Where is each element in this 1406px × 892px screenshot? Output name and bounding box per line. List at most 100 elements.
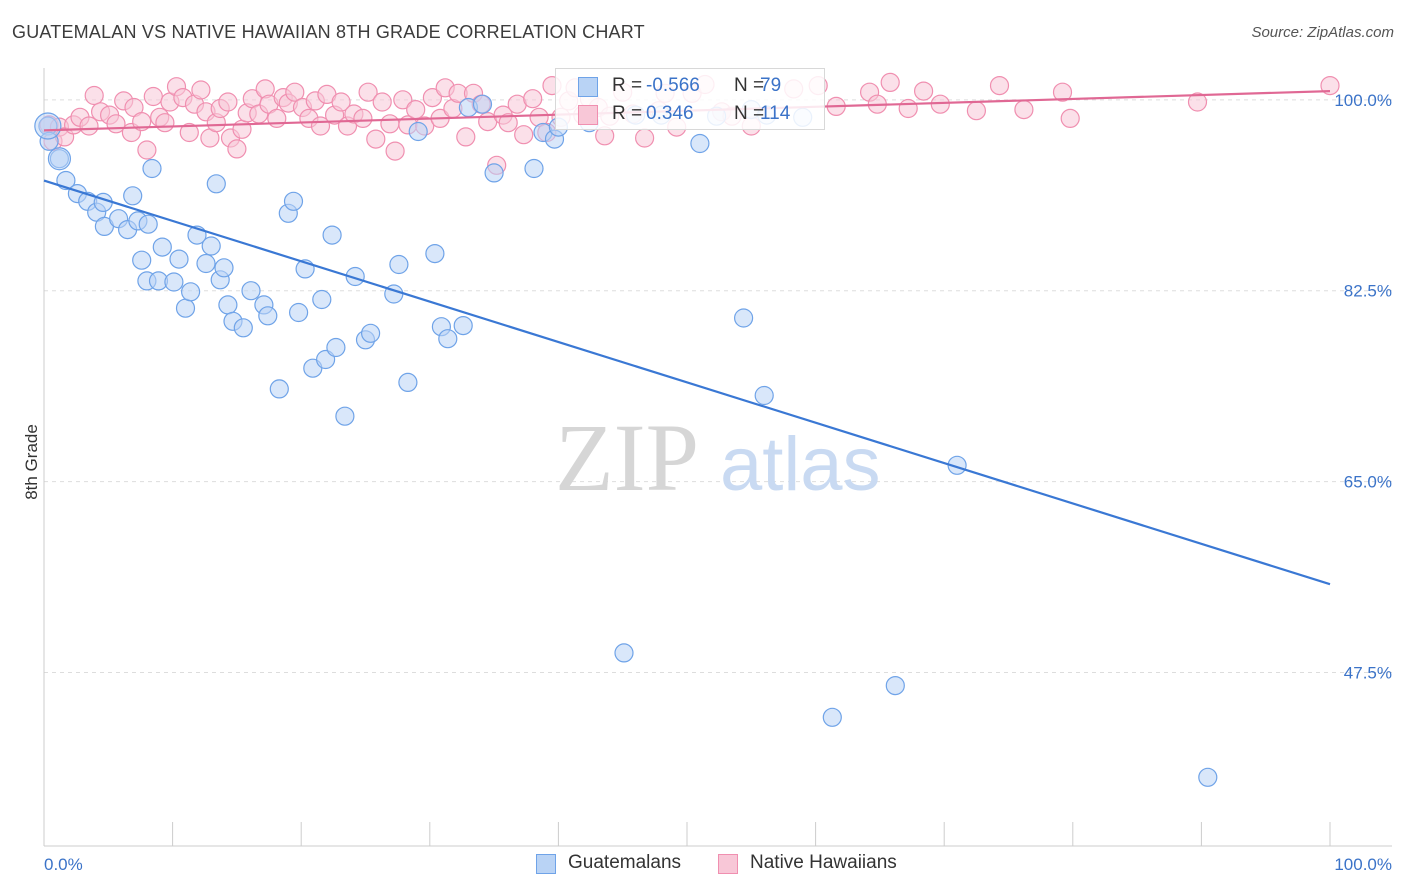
axes bbox=[43, 68, 1392, 847]
series-native-hawaiians bbox=[39, 72, 1340, 175]
point-native-hawaiians-110 bbox=[1052, 82, 1073, 102]
point-native-hawaiians-7 bbox=[84, 85, 104, 106]
y-tick-label-0: 47.5% bbox=[1344, 664, 1392, 683]
point-guatemalans-21 bbox=[175, 298, 196, 318]
point-native-hawaiians-111 bbox=[1060, 108, 1080, 129]
point-native-hawaiians-107 bbox=[966, 101, 987, 121]
stats-row-guatemalans: R = -0.566 N = 79 bbox=[556, 71, 824, 101]
point-native-hawaiians-56 bbox=[385, 141, 405, 161]
point-native-hawaiians-105 bbox=[913, 81, 934, 101]
trend-line-guatemalans bbox=[43, 179, 1331, 586]
point-native-hawaiians-53 bbox=[366, 129, 386, 149]
tick-labels: 47.5% 65.0% 82.5% 100.0% 0.0% 100.0% bbox=[44, 91, 1392, 874]
point-guatemalans-41 bbox=[312, 289, 332, 310]
point-guatemalans-55 bbox=[438, 329, 458, 349]
y-tick-label-3: 100.0% bbox=[1334, 91, 1392, 110]
point-guatemalans-38 bbox=[289, 302, 309, 323]
legend-label: Native Hawaiians bbox=[750, 852, 897, 873]
x-tick-label-1: 100.0% bbox=[1334, 855, 1392, 874]
point-native-hawaiians-108 bbox=[989, 75, 1010, 96]
point-guatemalans-43 bbox=[322, 225, 342, 245]
swatch-guatemalans bbox=[578, 77, 598, 97]
point-native-hawaiians-52 bbox=[358, 82, 378, 102]
point-guatemalans-60 bbox=[524, 158, 544, 179]
point-guatemalans-58 bbox=[472, 94, 493, 114]
point-native-hawaiians-55 bbox=[380, 114, 400, 134]
series-legend: Guatemalans Native Hawaiians bbox=[0, 852, 1406, 878]
point-guatemalans-20 bbox=[169, 249, 189, 269]
point-guatemalans-68 bbox=[690, 133, 710, 154]
point-guatemalans-78 bbox=[1198, 767, 1218, 787]
point-guatemalans-56 bbox=[453, 316, 473, 336]
r-value: 0.346 bbox=[646, 103, 694, 124]
r-value: -0.566 bbox=[646, 75, 700, 96]
point-native-hawaiians-113 bbox=[1320, 75, 1340, 96]
point-native-hawaiians-66 bbox=[456, 127, 476, 147]
y-tick-label-2: 82.5% bbox=[1344, 282, 1392, 301]
point-native-hawaiians-74 bbox=[514, 125, 534, 145]
point-guatemalans-19 bbox=[164, 272, 184, 292]
point-native-hawaiians-15 bbox=[137, 140, 157, 160]
point-native-hawaiians-112 bbox=[1187, 92, 1208, 112]
point-guatemalans-14 bbox=[142, 158, 162, 179]
point-guatemalans-65 bbox=[614, 643, 634, 663]
n-label: N = bbox=[734, 75, 765, 96]
point-guatemalans-52 bbox=[408, 121, 428, 142]
r-label: R = bbox=[612, 75, 643, 96]
point-guatemalans-11 bbox=[123, 186, 143, 206]
stats-legend: R = -0.566 N = 79 R = 0.346 N = 114 bbox=[555, 68, 825, 130]
point-native-hawaiians-14 bbox=[132, 111, 152, 132]
point-guatemalans-15 bbox=[132, 250, 152, 270]
point-guatemalans-large-0 bbox=[34, 112, 62, 140]
point-guatemalans-18 bbox=[152, 237, 172, 257]
point-guatemalans-50 bbox=[389, 254, 409, 275]
point-native-hawaiians-75 bbox=[523, 89, 543, 109]
point-guatemalans-75 bbox=[822, 707, 842, 727]
point-guatemalans-72 bbox=[754, 385, 774, 406]
point-guatemalans-31 bbox=[233, 318, 253, 338]
point-native-hawaiians-57 bbox=[393, 90, 413, 110]
point-native-hawaiians-24 bbox=[191, 80, 211, 100]
y-axis-label: 8th Grade bbox=[22, 424, 41, 500]
watermark-zip: ZIP bbox=[555, 404, 699, 511]
point-guatemalans-70 bbox=[733, 308, 754, 328]
n-value: 79 bbox=[760, 75, 782, 96]
point-native-hawaiians-16 bbox=[143, 86, 163, 107]
point-guatemalans-32 bbox=[241, 281, 261, 301]
point-guatemalans-45 bbox=[335, 406, 355, 426]
point-guatemalans-22 bbox=[181, 282, 201, 302]
point-native-hawaiians-72 bbox=[498, 113, 518, 133]
point-guatemalans-35 bbox=[269, 379, 289, 399]
point-guatemalans-53 bbox=[425, 244, 445, 264]
grid-lines bbox=[44, 99, 1392, 674]
n-value: 114 bbox=[760, 103, 791, 124]
point-native-hawaiians-22 bbox=[179, 122, 199, 143]
n-label: N = bbox=[734, 103, 765, 124]
point-guatemalans-34 bbox=[258, 306, 278, 326]
point-guatemalans-24 bbox=[196, 253, 216, 274]
point-guatemalans-48 bbox=[361, 323, 381, 343]
point-guatemalans-37 bbox=[283, 191, 304, 211]
point-native-hawaiians-6 bbox=[79, 116, 99, 136]
watermark-atlas: atlas bbox=[720, 422, 881, 507]
point-native-hawaiians-51 bbox=[353, 108, 373, 129]
x-tick-label-0: 0.0% bbox=[44, 855, 83, 874]
point-native-hawaiians-32 bbox=[232, 119, 252, 139]
point-native-hawaiians-29 bbox=[218, 92, 238, 112]
point-guatemalans-26 bbox=[206, 174, 226, 194]
point-native-hawaiians-109 bbox=[1014, 99, 1034, 120]
point-native-hawaiians-89 bbox=[634, 128, 655, 148]
point-native-hawaiians-18 bbox=[155, 113, 175, 133]
source-credit: Source: ZipAtlas.com bbox=[1251, 24, 1394, 41]
legend-label: Guatemalans bbox=[568, 852, 682, 873]
legend-swatch-native-hawaiians bbox=[718, 854, 738, 874]
point-guatemalans-44 bbox=[326, 337, 346, 358]
point-native-hawaiians-61 bbox=[422, 87, 442, 108]
point-native-hawaiians-48 bbox=[331, 92, 351, 112]
point-guatemalans-76 bbox=[885, 675, 905, 696]
point-native-hawaiians-31 bbox=[227, 139, 247, 159]
y-tick-label-1: 65.0% bbox=[1344, 473, 1392, 492]
r-label: R = bbox=[612, 103, 643, 124]
point-guatemalans-51 bbox=[398, 372, 418, 392]
